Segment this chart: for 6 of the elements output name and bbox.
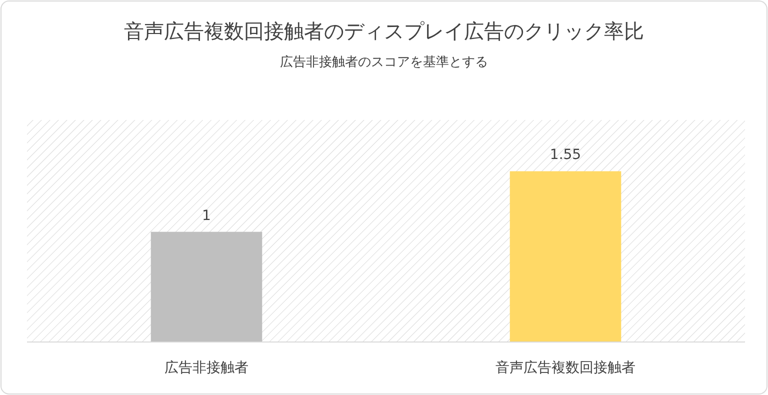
x-tick-label: 音声広告複数回接触者 <box>496 360 636 376</box>
data-label: 1 <box>202 208 211 224</box>
x-tick-label: 広告非接触者 <box>164 360 248 376</box>
data-label: 1.55 <box>550 147 582 164</box>
chart-title: 音声広告複数回接触者のディスプレイ広告のクリック率比 <box>124 19 644 43</box>
chart-subtitle: 広告非接触者のスコアを基準とする <box>280 54 488 70</box>
